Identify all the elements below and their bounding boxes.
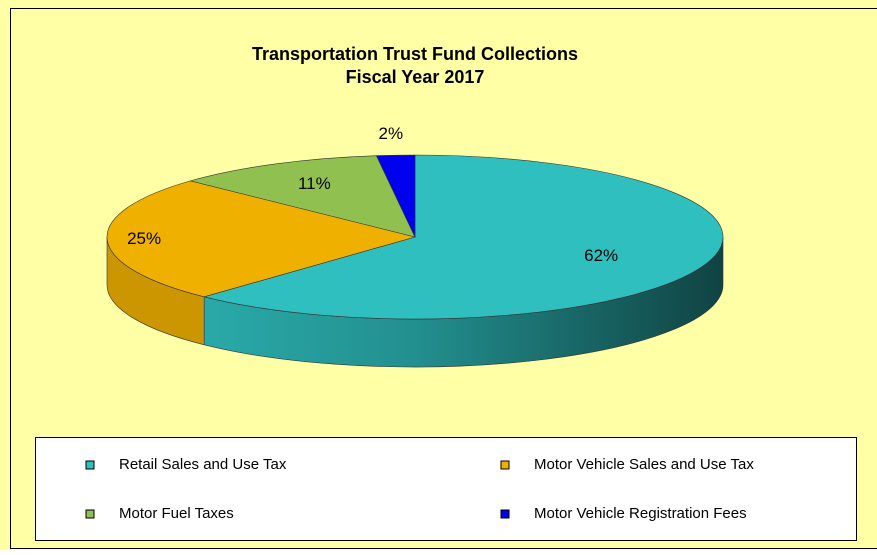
data-label: 11% — [298, 174, 331, 193]
legend-swatch — [501, 510, 509, 518]
legend-swatch — [501, 461, 509, 469]
legend-box — [36, 438, 857, 541]
legend-swatch — [86, 510, 94, 518]
legend-label: Retail Sales and Use Tax — [119, 456, 287, 473]
legend-label: Motor Vehicle Registration Fees — [534, 505, 747, 522]
chart-subtitle: Fiscal Year 2017 — [346, 67, 485, 87]
data-label: 2% — [379, 124, 404, 143]
data-label: 62% — [584, 246, 618, 265]
legend-label: Motor Vehicle Sales and Use Tax — [534, 456, 754, 473]
legend-label: Motor Fuel Taxes — [119, 505, 234, 522]
chart-title: Transportation Trust Fund Collections — [252, 44, 578, 64]
data-label: 25% — [127, 229, 161, 248]
legend-swatch — [86, 461, 94, 469]
